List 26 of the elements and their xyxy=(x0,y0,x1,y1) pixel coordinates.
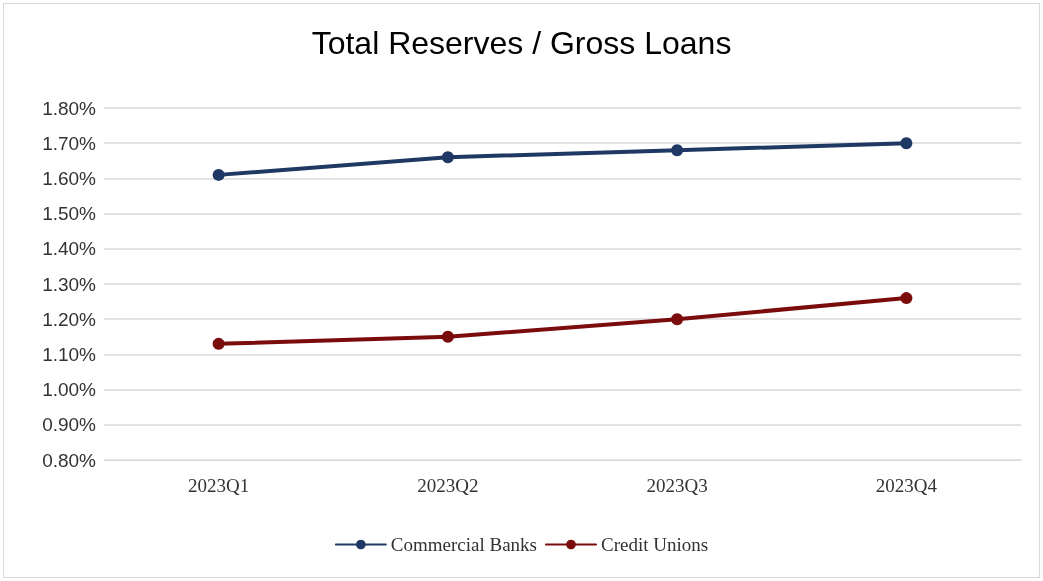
y-tick-label: 0.90% xyxy=(42,414,97,436)
x-tick-label: 2023Q2 xyxy=(417,475,479,496)
point xyxy=(212,168,225,181)
y-tick-label: 1.10% xyxy=(42,343,97,365)
x-tick-label: 2023Q3 xyxy=(646,475,708,496)
point xyxy=(441,151,454,164)
point xyxy=(671,144,684,157)
y-tick-label: 1.00% xyxy=(42,379,97,401)
y-tick-label: 1.50% xyxy=(42,203,97,225)
point xyxy=(441,330,454,343)
y-tick-label: 1.80% xyxy=(42,97,97,119)
x-tick-label: 2023Q4 xyxy=(875,475,938,496)
y-tick-label: 1.30% xyxy=(42,273,97,295)
y-tick-label: 0.80% xyxy=(42,449,97,471)
chart-title: Total Reserves / Gross Loans xyxy=(311,25,732,61)
y-tick-label: 1.60% xyxy=(42,167,97,189)
legend-label: Commercial Banks xyxy=(390,534,538,555)
point xyxy=(212,337,225,350)
y-tick-label: 1.40% xyxy=(42,238,97,260)
legend-label: Credit Unions xyxy=(601,534,709,555)
point xyxy=(671,313,684,326)
x-tick-label: 2023Q1 xyxy=(188,475,250,496)
y-tick-label: 1.70% xyxy=(42,132,97,154)
point xyxy=(900,292,913,305)
y-tick-label: 1.20% xyxy=(42,308,97,330)
point xyxy=(900,137,913,150)
